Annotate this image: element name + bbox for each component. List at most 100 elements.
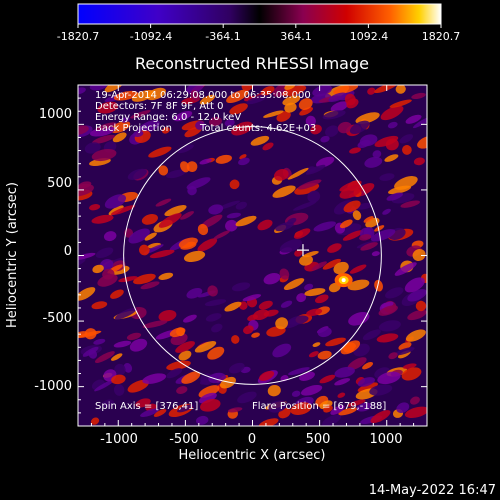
emission-blob [153,409,167,417]
emission-blob [199,158,212,165]
emission-blob [380,105,404,121]
emission-blob [178,237,198,249]
emission-blob [225,219,238,232]
colorbar-tick-label: 1092.4 [350,30,389,43]
emission-blob [131,89,155,102]
emission-blob [333,85,359,95]
emission-blob [207,346,225,360]
emission-blob [415,300,427,312]
emission-blob [158,213,182,228]
emission-blob [349,147,362,154]
emission-blob [284,85,296,90]
emission-blob [239,154,247,160]
emission-blob [399,134,414,144]
emission-blob [110,205,136,216]
plot-title: Reconstructed RHESSI Image [135,54,369,73]
emission-blob [155,198,172,207]
emission-blob [103,231,117,242]
emission-blob [97,101,119,114]
emission-blob [357,382,378,393]
emission-blob [158,310,177,322]
axis-ticks [78,85,427,426]
emission-blob [340,340,361,355]
annotation-flare-position: Flare Position = [679,-188] [252,401,386,412]
x-tick-label: 500 [306,432,331,447]
emission-blob [224,119,235,127]
emission-blob [158,165,169,176]
emission-blob [113,384,125,396]
emission-blob [208,116,222,127]
emission-blob [409,396,420,405]
emission-blob [102,399,115,408]
emission-blob [112,132,127,143]
emission-blob [78,125,89,136]
emission-blob [104,194,127,209]
emission-blob [279,268,290,280]
emission-blob [297,179,322,190]
emission-blob [259,370,275,381]
emission-blob [413,157,425,166]
emission-blob [129,338,148,352]
colorbar-tick-label: 364.1 [280,30,312,43]
emission-blob [343,200,361,213]
emission-blob [148,146,172,158]
emission-blob [88,349,98,359]
emission-blob [299,255,313,266]
emission-blob [374,85,398,94]
emission-blob [195,415,209,425]
emission-blob [320,135,330,143]
emission-blob [317,327,332,338]
emission-blob [224,301,242,312]
emission-blob [401,367,422,381]
emission-blob [372,150,382,159]
emission-blob [349,120,370,134]
emission-blob [229,362,245,374]
emission-blob [110,289,124,299]
y-axis-label: Heliocentric Y (arcsec) [5,182,20,328]
annotation-spin-axis: Spin Axis = [376,41] [95,401,198,412]
emission-blob [352,210,362,221]
emission-blob [298,98,313,110]
colorbar-tick-label: -1820.7 [57,30,99,43]
emission-blob [186,161,198,173]
emission-blob [251,332,260,338]
emission-blob [227,407,243,413]
emission-blob [328,92,347,102]
emission-blob [78,258,86,267]
emission-blob [257,219,273,231]
emission-blob [294,249,303,257]
emission-blob [95,247,114,259]
emission-blob [337,392,346,398]
emission-blob [208,204,224,215]
emission-blob [306,166,316,173]
emission-blob [385,138,399,151]
y-tick-label: -1000 [34,379,72,394]
heatmap [78,85,427,426]
emission-blob [207,285,218,297]
x-tick-label: 1000 [369,432,402,447]
emission-blob [405,114,422,124]
emission-blob [370,229,396,242]
flare-peak [341,278,346,283]
emission-blob [95,122,117,131]
emission-blob [379,173,395,181]
emission-blob [268,400,288,413]
emission-blob [213,230,230,240]
emission-blob [359,134,378,147]
colorbar-ticks [77,24,442,28]
emission-blob [330,405,345,415]
emission-blob [412,116,427,129]
emission-blob [199,94,215,105]
emission-blob [120,117,130,123]
emission-blob [133,130,144,137]
emission-blob [342,230,364,241]
annotation-energy-range: Energy Range: 6.0 - 12.0 keV [95,112,241,123]
emission-blob [275,221,294,232]
emission-blob [126,332,142,341]
emission-blob [235,215,257,227]
emission-blob [362,362,374,370]
emission-blob [263,110,284,118]
emission-blob [263,309,279,317]
annotation-method: Back Projection [95,123,172,134]
emission-blob [110,353,123,361]
